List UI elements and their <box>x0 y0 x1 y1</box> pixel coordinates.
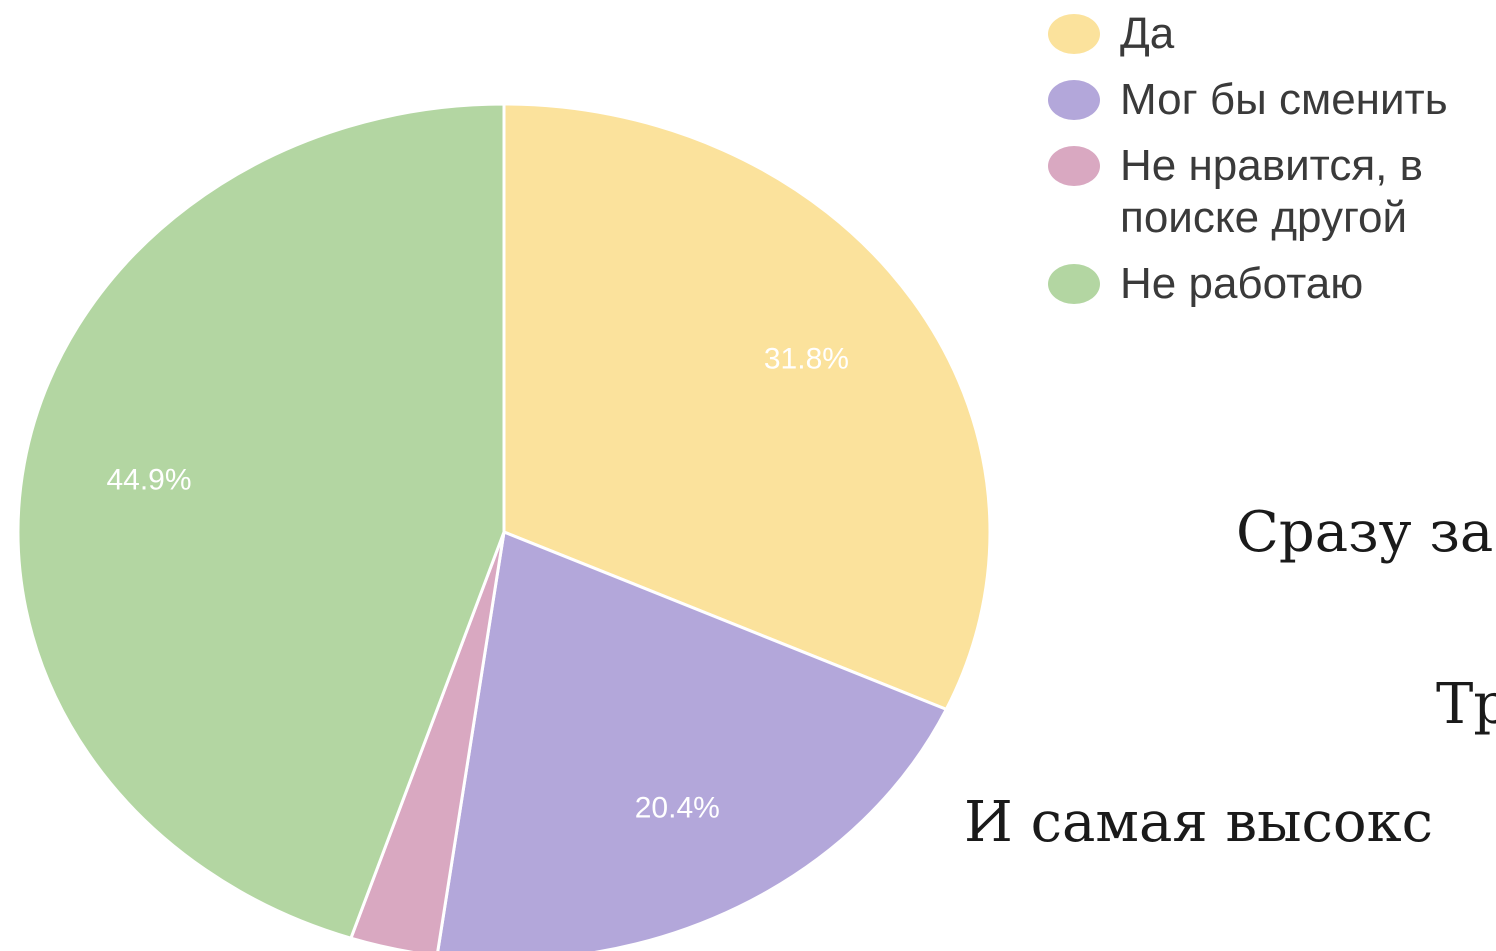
body-text-line-1: Сразу за <box>1236 500 1494 565</box>
legend-label-ne-nravitsya: Не нравится, в поиске другой <box>1120 141 1423 242</box>
pie-chart: 31.8% 20.4% 44.9% <box>16 102 992 951</box>
chart-legend: Да Мог бы сменить Не нравится, в поиске … <box>1048 8 1488 324</box>
legend-swatch-ne-rabotayu <box>1048 264 1100 304</box>
legend-item-ne-nravitsya: Не нравится, в поиске другой <box>1048 140 1488 244</box>
pie-data-label-3: 44.9% <box>106 463 191 496</box>
pie-slice-1 <box>436 529 949 951</box>
legend-item-ne-rabotayu: Не работаю <box>1048 258 1488 310</box>
pie-data-labels: 31.8% 20.4% 44.9% <box>106 343 848 825</box>
pie-slice-3 <box>16 102 506 941</box>
pie-slice-0 <box>502 102 992 712</box>
legend-swatch-ne-nravitsya <box>1048 146 1100 186</box>
pie-data-label-1: 20.4% <box>635 791 720 824</box>
legend-swatch-da <box>1048 14 1100 54</box>
legend-label-mog-by-smenit: Мог бы сменить <box>1120 75 1448 124</box>
legend-label-da: Да <box>1120 9 1175 58</box>
pie-data-label-0: 31.8% <box>764 343 849 376</box>
pie-slices <box>16 102 992 951</box>
legend-item-da: Да <box>1048 8 1488 60</box>
body-text-line-2: Тр <box>1436 672 1496 737</box>
legend-item-mog-by-smenit: Мог бы сменить <box>1048 74 1488 126</box>
body-text-line-3: И самая высокс <box>964 790 1433 855</box>
legend-swatch-mog-by-smenit <box>1048 80 1100 120</box>
legend-label-ne-rabotayu: Не работаю <box>1120 259 1364 308</box>
